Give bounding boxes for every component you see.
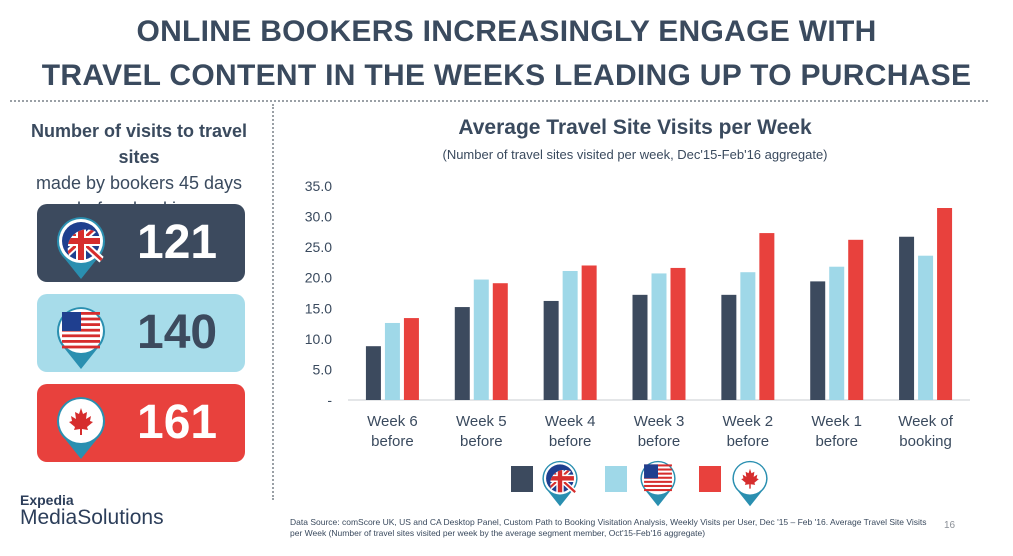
y-tick-label: 20.0 xyxy=(305,270,332,286)
us-flag-pin-icon xyxy=(640,460,676,507)
bar xyxy=(899,236,915,400)
uk-flag-pin-icon xyxy=(51,217,111,279)
bar xyxy=(365,346,381,400)
bar xyxy=(810,281,826,400)
legend-swatch-canada xyxy=(699,466,721,492)
bar xyxy=(918,255,934,400)
logo-top-text: Expedia xyxy=(20,492,74,508)
x-tick-label: before xyxy=(460,433,503,450)
bar xyxy=(492,283,508,400)
bar-chart: - 5.0 10.0 15.0 20.0 25.0 30.0 35.0 Week 6 before… xyxy=(305,178,970,450)
bar xyxy=(454,307,470,400)
x-tick-label: Week 3 xyxy=(634,413,685,430)
x-tick-label: before xyxy=(815,433,858,450)
chart-title: Average Travel Site Visits per Week xyxy=(458,116,812,139)
y-tick-label: 35.0 xyxy=(305,178,332,194)
data-source-footnote: Data Source: comScore UK, US and CA Desk… xyxy=(290,517,927,538)
y-tick-label: 10.0 xyxy=(305,331,332,347)
bar xyxy=(543,300,559,400)
x-tick-label: before xyxy=(371,433,414,450)
x-tick-label: Week 5 xyxy=(456,413,507,430)
x-tick-label: booking xyxy=(899,433,952,450)
x-tick-label: before xyxy=(727,433,770,450)
bar xyxy=(403,318,419,400)
x-tick-label: Week 6 xyxy=(367,413,418,430)
title-line-2: TRAVEL CONTENT IN THE WEEKS LEADING UP T… xyxy=(41,59,972,92)
x-tick-label: before xyxy=(638,433,681,450)
x-tick-label: Week 1 xyxy=(811,413,862,430)
horizontal-divider xyxy=(10,100,988,102)
bar xyxy=(829,266,845,400)
bar xyxy=(937,208,953,400)
left-heading-line2: made by bookers 45 days xyxy=(35,173,243,193)
vertical-divider xyxy=(272,104,274,500)
page-number: 16 xyxy=(944,520,956,531)
canada-flag-pin-icon xyxy=(57,397,105,459)
us-flag-pin-icon xyxy=(57,307,105,369)
x-tick-label: before xyxy=(549,433,592,450)
bar xyxy=(581,265,597,400)
y-tick-label: 25.0 xyxy=(305,239,332,255)
stat-value-us: 140 xyxy=(137,306,218,359)
y-tick-label: - xyxy=(327,392,332,408)
y-tick-label: 5.0 xyxy=(313,361,333,377)
stat-card-us: 140 xyxy=(37,294,245,372)
left-heading-bold: Number of visits to travel sites xyxy=(30,121,248,167)
y-tick-label: 15.0 xyxy=(305,300,332,316)
bar xyxy=(721,294,737,400)
legend-swatch-uk xyxy=(511,466,533,492)
x-tick-label: Week of xyxy=(898,413,954,430)
expedia-logo: Expedia MediaSolutions xyxy=(20,492,164,530)
stat-value-canada: 161 xyxy=(137,396,218,449)
bar xyxy=(759,233,775,400)
legend-swatch-us xyxy=(605,466,627,492)
y-tick-label: 30.0 xyxy=(305,209,332,225)
bar xyxy=(562,270,578,400)
bar xyxy=(473,279,489,400)
bar xyxy=(740,272,756,400)
stat-card-uk: 121 xyxy=(37,204,245,282)
bar xyxy=(670,267,686,400)
x-tick-label: Week 2 xyxy=(723,413,774,430)
canada-flag-pin-icon xyxy=(732,460,768,507)
bar xyxy=(384,322,400,400)
uk-flag-pin-icon xyxy=(538,460,582,507)
bar xyxy=(651,273,667,400)
x-tick-label: Week 4 xyxy=(545,413,596,430)
title-line-1: ONLINE BOOKERS INCREASINGLY ENGAGE WITH xyxy=(136,15,877,48)
bar xyxy=(632,294,648,400)
page-title: ONLINE BOOKERS INCREASINGLY ENGAGE WITH … xyxy=(0,10,1013,98)
bar xyxy=(848,239,864,400)
chart-subtitle: (Number of travel sites visited per week… xyxy=(442,147,828,162)
stat-value-uk: 121 xyxy=(137,216,218,269)
logo-bottom-text: MediaSolutions xyxy=(20,506,164,529)
stat-card-canada: 161 xyxy=(37,384,245,462)
